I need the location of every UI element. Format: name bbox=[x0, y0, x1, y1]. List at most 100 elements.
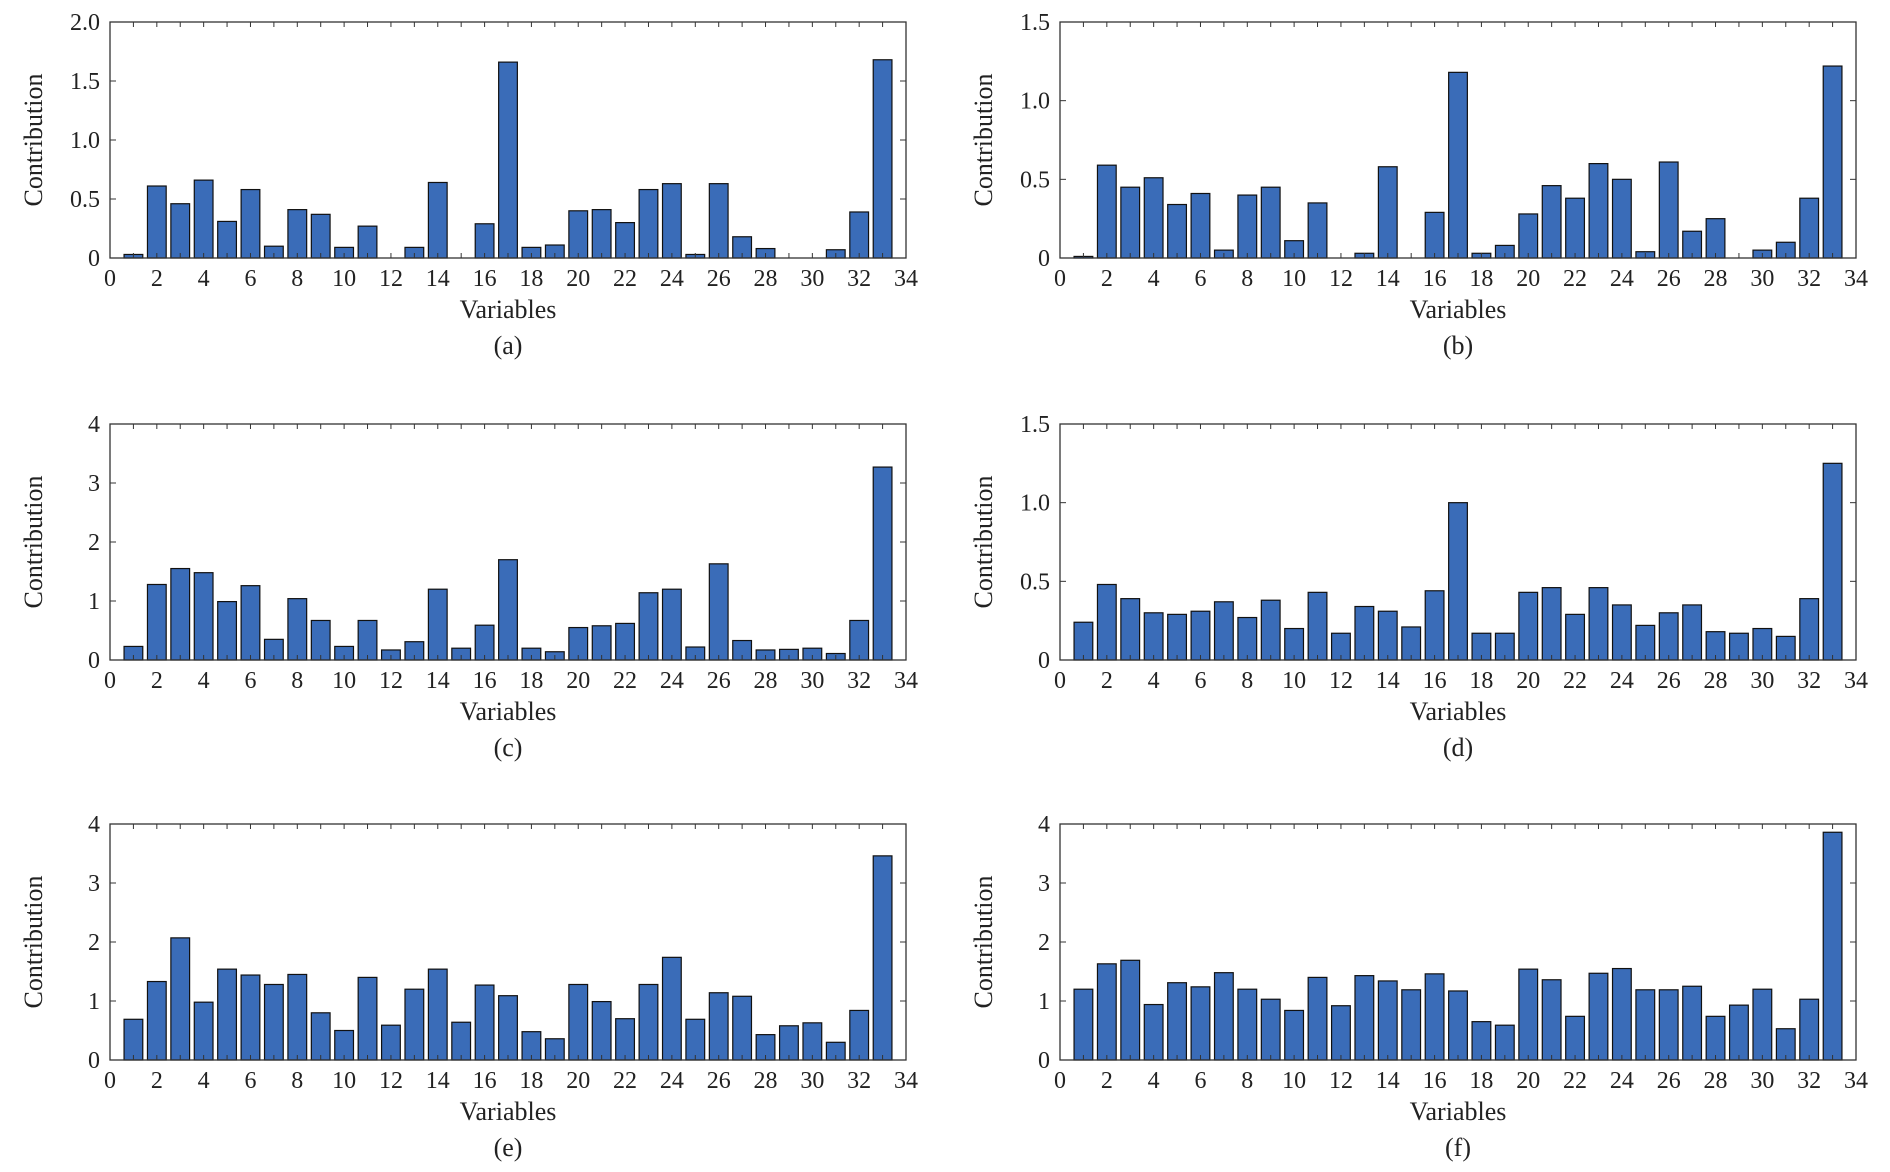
bar-26 bbox=[708, 563, 729, 661]
x-tick-label: 34 bbox=[894, 1068, 918, 1094]
bar-4 bbox=[193, 572, 214, 661]
bar-8 bbox=[287, 209, 308, 259]
bar-1 bbox=[1073, 621, 1094, 661]
bar-32 bbox=[1799, 197, 1820, 259]
x-tick-label: 28 bbox=[754, 1068, 778, 1094]
x-tick-label: 10 bbox=[332, 266, 356, 292]
bar-4 bbox=[1143, 612, 1164, 661]
bar-7 bbox=[1213, 601, 1234, 661]
x-tick-label: 24 bbox=[660, 1068, 684, 1094]
x-tick-label: 16 bbox=[473, 1068, 497, 1094]
bar-32 bbox=[849, 211, 870, 259]
bar-20 bbox=[568, 983, 589, 1061]
y-tick-label: 1.5 bbox=[70, 69, 100, 95]
x-tick-label: 16 bbox=[1423, 266, 1447, 292]
x-tick-label: 0 bbox=[104, 266, 116, 292]
y-tick-label: 1 bbox=[88, 589, 100, 615]
x-tick-label: 6 bbox=[1194, 668, 1206, 694]
x-tick-label: 8 bbox=[1241, 266, 1253, 292]
bar-24 bbox=[661, 183, 682, 259]
y-tick-label: 2 bbox=[88, 530, 100, 556]
y-tick-label: 0 bbox=[88, 1048, 100, 1074]
x-tick-label: 10 bbox=[1282, 1068, 1306, 1094]
bar-20 bbox=[568, 210, 589, 259]
y-tick-label: 1.0 bbox=[1020, 89, 1050, 115]
bar-23 bbox=[1588, 587, 1609, 661]
x-tick-label: 10 bbox=[1282, 266, 1306, 292]
y-tick-label: 1.5 bbox=[1020, 10, 1050, 36]
x-tick-label: 12 bbox=[379, 1068, 403, 1094]
x-tick-label: 10 bbox=[1282, 668, 1306, 694]
bar-9 bbox=[310, 213, 331, 259]
x-tick-label: 24 bbox=[660, 668, 684, 694]
bar-11 bbox=[1307, 202, 1328, 259]
bar-21 bbox=[1541, 587, 1562, 661]
x-tick-label: 12 bbox=[1329, 266, 1353, 292]
bar-7 bbox=[1213, 972, 1234, 1061]
chart-panel-c: 0 2 4 6 8 10 12 14 16 18 20 22 24 26 28 30 32 3401234Vari… bbox=[19, 412, 918, 762]
bar-17 bbox=[498, 995, 518, 1061]
x-tick-label: 0 bbox=[1054, 668, 1066, 694]
bar-23 bbox=[638, 983, 659, 1061]
bar-24 bbox=[661, 588, 682, 661]
x-tick-label: 32 bbox=[1797, 1068, 1821, 1094]
y-tick-label: 1.0 bbox=[70, 128, 100, 154]
y-axis-label: Contribution bbox=[19, 476, 48, 609]
bar-27 bbox=[732, 995, 753, 1061]
bar-15 bbox=[1401, 989, 1422, 1061]
bar-18 bbox=[1471, 1021, 1492, 1061]
bar-3 bbox=[1120, 959, 1141, 1061]
x-tick-label: 6 bbox=[244, 668, 256, 694]
bar-8 bbox=[287, 598, 308, 661]
x-tick-label: 34 bbox=[894, 266, 918, 292]
bar-6 bbox=[1190, 192, 1211, 259]
bar-4 bbox=[193, 179, 214, 259]
bar-12 bbox=[1330, 1005, 1351, 1061]
x-tick-label: 30 bbox=[1750, 266, 1774, 292]
bar-33 bbox=[1822, 831, 1843, 1061]
bar-10 bbox=[1284, 1009, 1305, 1061]
x-tick-label: 6 bbox=[1194, 266, 1206, 292]
x-axis-label: Variables bbox=[1410, 295, 1507, 324]
x-tick-label: 18 bbox=[1469, 266, 1493, 292]
bar-33 bbox=[872, 855, 893, 1061]
x-tick-label: 22 bbox=[613, 1068, 637, 1094]
bar-8 bbox=[1237, 616, 1258, 661]
x-tick-label: 26 bbox=[1657, 266, 1681, 292]
x-tick-label: 14 bbox=[1376, 668, 1400, 694]
bar-29 bbox=[778, 1025, 799, 1061]
bar-14 bbox=[1377, 166, 1398, 259]
panel-caption: (a) bbox=[494, 331, 523, 360]
x-tick-label: 14 bbox=[426, 668, 450, 694]
bar-13 bbox=[404, 988, 425, 1061]
bar-23 bbox=[638, 592, 659, 661]
bar-3 bbox=[170, 937, 191, 1061]
bar-25 bbox=[685, 1018, 706, 1061]
y-tick-label: 0.5 bbox=[1020, 569, 1050, 595]
x-tick-label: 32 bbox=[847, 1068, 871, 1094]
bar-11 bbox=[1307, 591, 1328, 661]
bar-32 bbox=[849, 619, 870, 661]
bar-28 bbox=[1705, 1015, 1726, 1061]
bar-24 bbox=[1611, 178, 1632, 259]
chart-panel-d: 0 2 4 6 8 10 12 14 16 18 20 22 24 26 28 30 32 3400.51.01.… bbox=[969, 412, 1868, 762]
x-tick-label: 20 bbox=[1516, 266, 1540, 292]
chart-panel-f: 0 2 4 6 8 10 12 14 16 18 20 22 24 26 28 30 32 3401234Vari… bbox=[969, 812, 1868, 1162]
bar-30 bbox=[1752, 988, 1773, 1061]
x-axis-label: Variables bbox=[460, 697, 557, 726]
x-tick-label: 22 bbox=[613, 668, 637, 694]
bar-13 bbox=[1354, 975, 1375, 1061]
bar-1 bbox=[1073, 988, 1094, 1061]
x-tick-label: 24 bbox=[1610, 668, 1634, 694]
x-tick-label: 20 bbox=[566, 1068, 590, 1094]
bar-11 bbox=[1307, 976, 1328, 1061]
bar-22 bbox=[1565, 613, 1586, 661]
x-tick-label: 20 bbox=[1516, 668, 1540, 694]
x-tick-label: 22 bbox=[1563, 668, 1587, 694]
x-tick-label: 4 bbox=[1148, 266, 1160, 292]
x-tick-label: 28 bbox=[1704, 266, 1728, 292]
bar-5 bbox=[217, 600, 238, 661]
x-tick-label: 14 bbox=[426, 1068, 450, 1094]
x-tick-label: 34 bbox=[894, 668, 918, 694]
x-tick-label: 18 bbox=[1469, 1068, 1493, 1094]
